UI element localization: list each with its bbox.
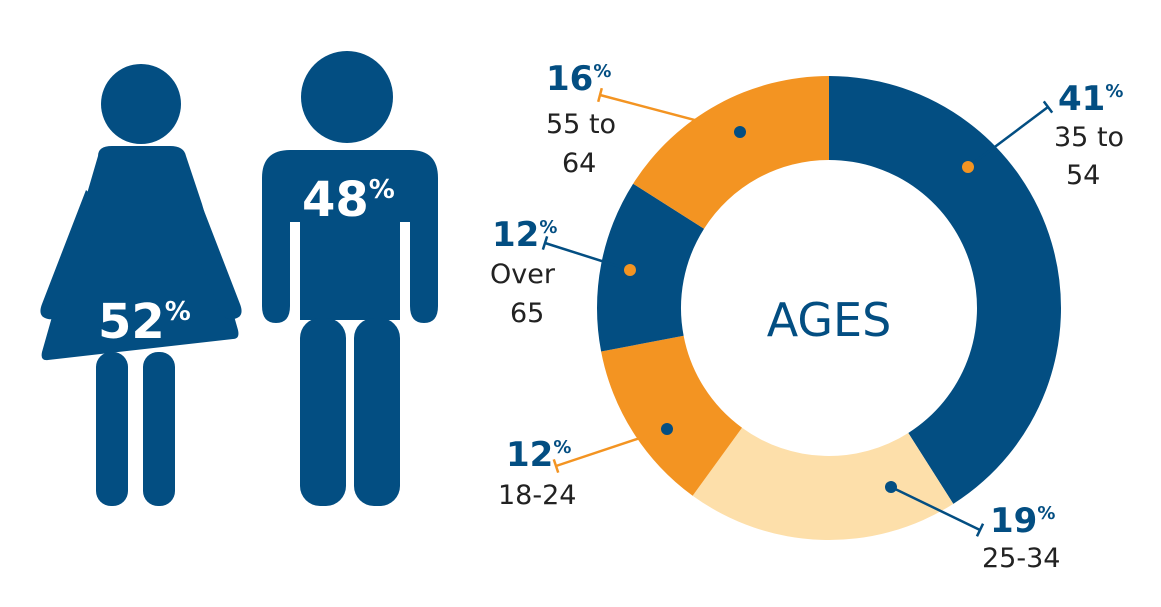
- leader-line: [599, 93, 741, 134]
- male-percent-sign: %: [369, 175, 395, 205]
- leader-dot: [885, 481, 897, 493]
- annotation-25-34: 19%25-34: [885, 481, 1060, 574]
- category-label: 25-34: [982, 543, 1060, 574]
- category-label: 35 to: [1054, 122, 1124, 153]
- female-percent: 52%: [98, 294, 191, 350]
- percent-label: 12%: [506, 435, 571, 475]
- leader-line: [967, 106, 1049, 168]
- category-label: 55 to: [546, 109, 616, 140]
- percent-label: 19%: [990, 501, 1055, 541]
- svg-text:52%: 52%: [98, 294, 191, 350]
- leader-line: [555, 427, 668, 468]
- slice-18-24: [601, 335, 743, 496]
- leader-line: [890, 485, 981, 532]
- percent-value: 41: [1058, 79, 1105, 119]
- percent-value: 12: [492, 215, 539, 255]
- leader-tick: [1042, 100, 1054, 114]
- slice-25-34: [692, 427, 954, 540]
- leader-tick: [975, 523, 985, 537]
- slice-over-65: [597, 183, 705, 352]
- leader-dot: [734, 126, 746, 138]
- leader-tick: [541, 235, 549, 251]
- percent-sign: %: [1037, 503, 1055, 524]
- percent-value: 19: [990, 501, 1037, 541]
- ages-donut-chart: [597, 76, 1061, 540]
- category-label: Over: [490, 259, 556, 290]
- percent-value: 16: [546, 59, 593, 99]
- annotation-over-65: 12% Over 65: [490, 215, 636, 329]
- chart-title: AGES: [767, 293, 892, 347]
- percent-sign: %: [553, 437, 571, 458]
- percent-sign: %: [539, 217, 557, 238]
- annotation-55-to-64: 16% 55 to 64: [546, 59, 746, 179]
- category-label: 18-24: [498, 480, 576, 511]
- leader-line: [544, 241, 631, 272]
- slice-55-to-64: [633, 76, 829, 229]
- percent-sign: %: [593, 61, 611, 82]
- male-percent: 48%: [302, 172, 395, 228]
- female-percent-sign: %: [165, 297, 191, 327]
- category-label: 65: [510, 298, 544, 329]
- female-percent-value: 52: [98, 294, 165, 350]
- category-label: 54: [1066, 160, 1100, 191]
- leader-dot: [624, 264, 636, 276]
- male-percent-value: 48: [302, 172, 369, 228]
- leader-dot: [661, 423, 673, 435]
- leader-tick: [552, 458, 560, 474]
- percent-label: 41%: [1058, 79, 1123, 119]
- leader-dot: [962, 161, 974, 173]
- svg-text:48%: 48%: [302, 172, 395, 228]
- male-figure-icon: [262, 51, 438, 506]
- percent-label: 16%: [546, 59, 611, 99]
- percent-sign: %: [1105, 81, 1123, 102]
- percent-label: 12%: [492, 215, 557, 255]
- female-figure-icon: [40, 64, 242, 506]
- percent-value: 12: [506, 435, 553, 475]
- leader-tick: [597, 87, 603, 103]
- annotation-18-24: 12% 18-24: [498, 423, 673, 511]
- slice-35-to-54: [829, 76, 1061, 504]
- category-label: 64: [562, 148, 596, 179]
- slice-annotations: 41%35 to5419%25-3412%18-2412%Over6516%55…: [490, 59, 1124, 574]
